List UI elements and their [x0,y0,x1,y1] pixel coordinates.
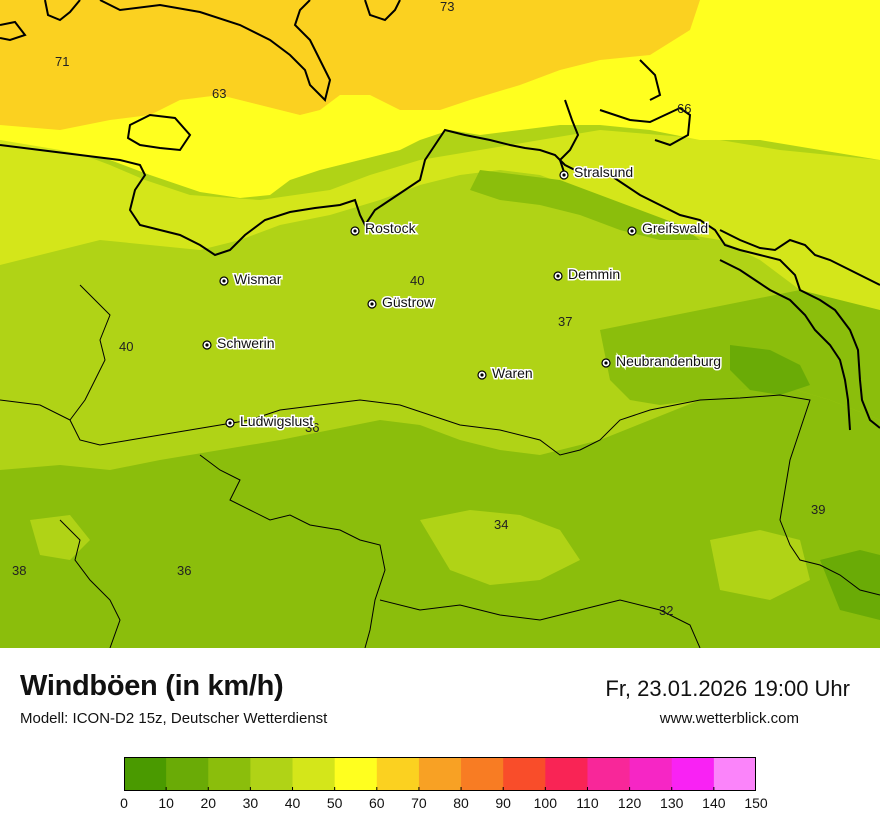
map-canvas: 73 71 63 66 40 37 40 34 39 38 36 32 36 S… [0,0,880,648]
city-schwerin[interactable]: Schwerin [202,334,276,353]
color-legend [124,757,756,791]
field-10-20 [730,345,810,395]
value-label: 38 [12,563,26,578]
field-40-50 [0,130,880,330]
legend-swatch [334,757,378,791]
footer-panel [0,648,880,830]
legend-tick-label: 80 [453,795,469,811]
city-guestrow[interactable]: Güstrow [367,293,437,312]
legend-tick-label: 140 [702,795,726,811]
legend-swatch [545,757,588,791]
city-label: Wismar [234,271,282,287]
legend-swatch [166,757,209,791]
legend-swatch [124,757,167,791]
field-60-70 [0,0,700,130]
legend-tick-label: 60 [369,795,385,811]
legend-tick-label: 10 [158,795,174,811]
map-title: Windböen (in km/h) [20,670,284,702]
city-label: Rostock [365,220,417,236]
city-markers: Stralsund Rostock Greifswald Wismar Demm… [202,163,723,431]
city-waren[interactable]: Waren [477,364,534,383]
legend-tick-label: 90 [495,795,511,811]
value-label: 73 [440,0,454,14]
city-neubrandenburg[interactable]: Neubrandenburg [601,352,723,371]
city-label: Stralsund [574,164,633,180]
field-30-40-patch-a [420,510,580,585]
value-label: 37 [558,314,572,329]
legend-tick-label: 0 [120,795,128,811]
legend-tick-label: 20 [200,795,217,811]
value-label: 32 [659,603,673,618]
field-30-40-patch-b [710,530,810,600]
legend-swatch [292,757,336,791]
legend-swatch [587,757,631,791]
city-label: Neubrandenburg [616,353,721,369]
city-greifswald[interactable]: Greifswald [627,219,710,238]
legend-tick-label: 110 [576,795,599,811]
legend-tick-label: 50 [326,795,343,811]
legend-swatch [503,757,546,791]
legend-tick-label: 100 [533,795,558,811]
value-label: 71 [55,54,69,69]
city-wismar[interactable]: Wismar [219,270,283,289]
legend-swatch [208,757,251,791]
legend-tick-label: 130 [660,795,684,811]
value-labels: 73 71 63 66 40 37 40 34 39 38 36 32 36 [12,0,825,618]
city-label: Waren [492,365,533,381]
legend-frame [124,757,756,791]
coastline [0,0,880,431]
model-subtitle: Modell: ICON-D2 15z, Deutscher Wetterdie… [20,710,328,727]
legend-tick-label: 30 [242,795,259,811]
city-label: Demmin [568,266,620,282]
legend-tick-labels: 0 10 20 30 40 50 60 70 80 90 100 110 120 130 140 150 [120,795,768,813]
city-label: Güstrow [382,294,435,310]
field-10-20-b [820,550,880,620]
legend-swatch [713,757,756,791]
city-stralsund[interactable]: Stralsund [559,163,635,182]
field-20-30-coast [470,170,700,240]
admin-borders [0,284,880,648]
value-label: 63 [212,86,226,101]
legend-swatch [629,757,673,791]
value-label: 36 [177,563,191,578]
field-30-40-patch-c [30,515,90,560]
value-label: 34 [494,517,508,532]
city-ludwigslust[interactable]: Ludwigslust [225,412,315,431]
legend-swatch [376,757,420,791]
city-label: Schwerin [217,335,275,351]
value-label: 40 [410,273,424,288]
legend-tick-label: 40 [284,795,301,811]
value-label: 39 [811,502,825,517]
wind-gust-map: 73 71 63 66 40 37 40 34 39 38 36 32 36 S… [0,0,880,648]
city-label: Ludwigslust [240,413,313,429]
value-label: 40 [119,339,133,354]
legend-swatch [418,757,462,791]
city-rostock[interactable]: Rostock [350,219,418,238]
legend-tick-label: 70 [411,795,427,811]
city-label: Greifswald [642,220,708,236]
legend-tick-label: 120 [617,795,642,811]
legend-swatch [250,757,294,791]
legend-tick-label: 150 [744,795,768,811]
value-label: 36 [305,420,319,435]
legend-swatch [671,757,715,791]
value-label: 66 [677,101,691,116]
forecast-datetime: Fr, 23.01.2026 19:00 Uhr [605,676,850,701]
city-demmin[interactable]: Demmin [553,265,622,284]
legend-swatch [461,757,504,791]
website-link[interactable]: www.wetterblick.com [659,710,799,727]
